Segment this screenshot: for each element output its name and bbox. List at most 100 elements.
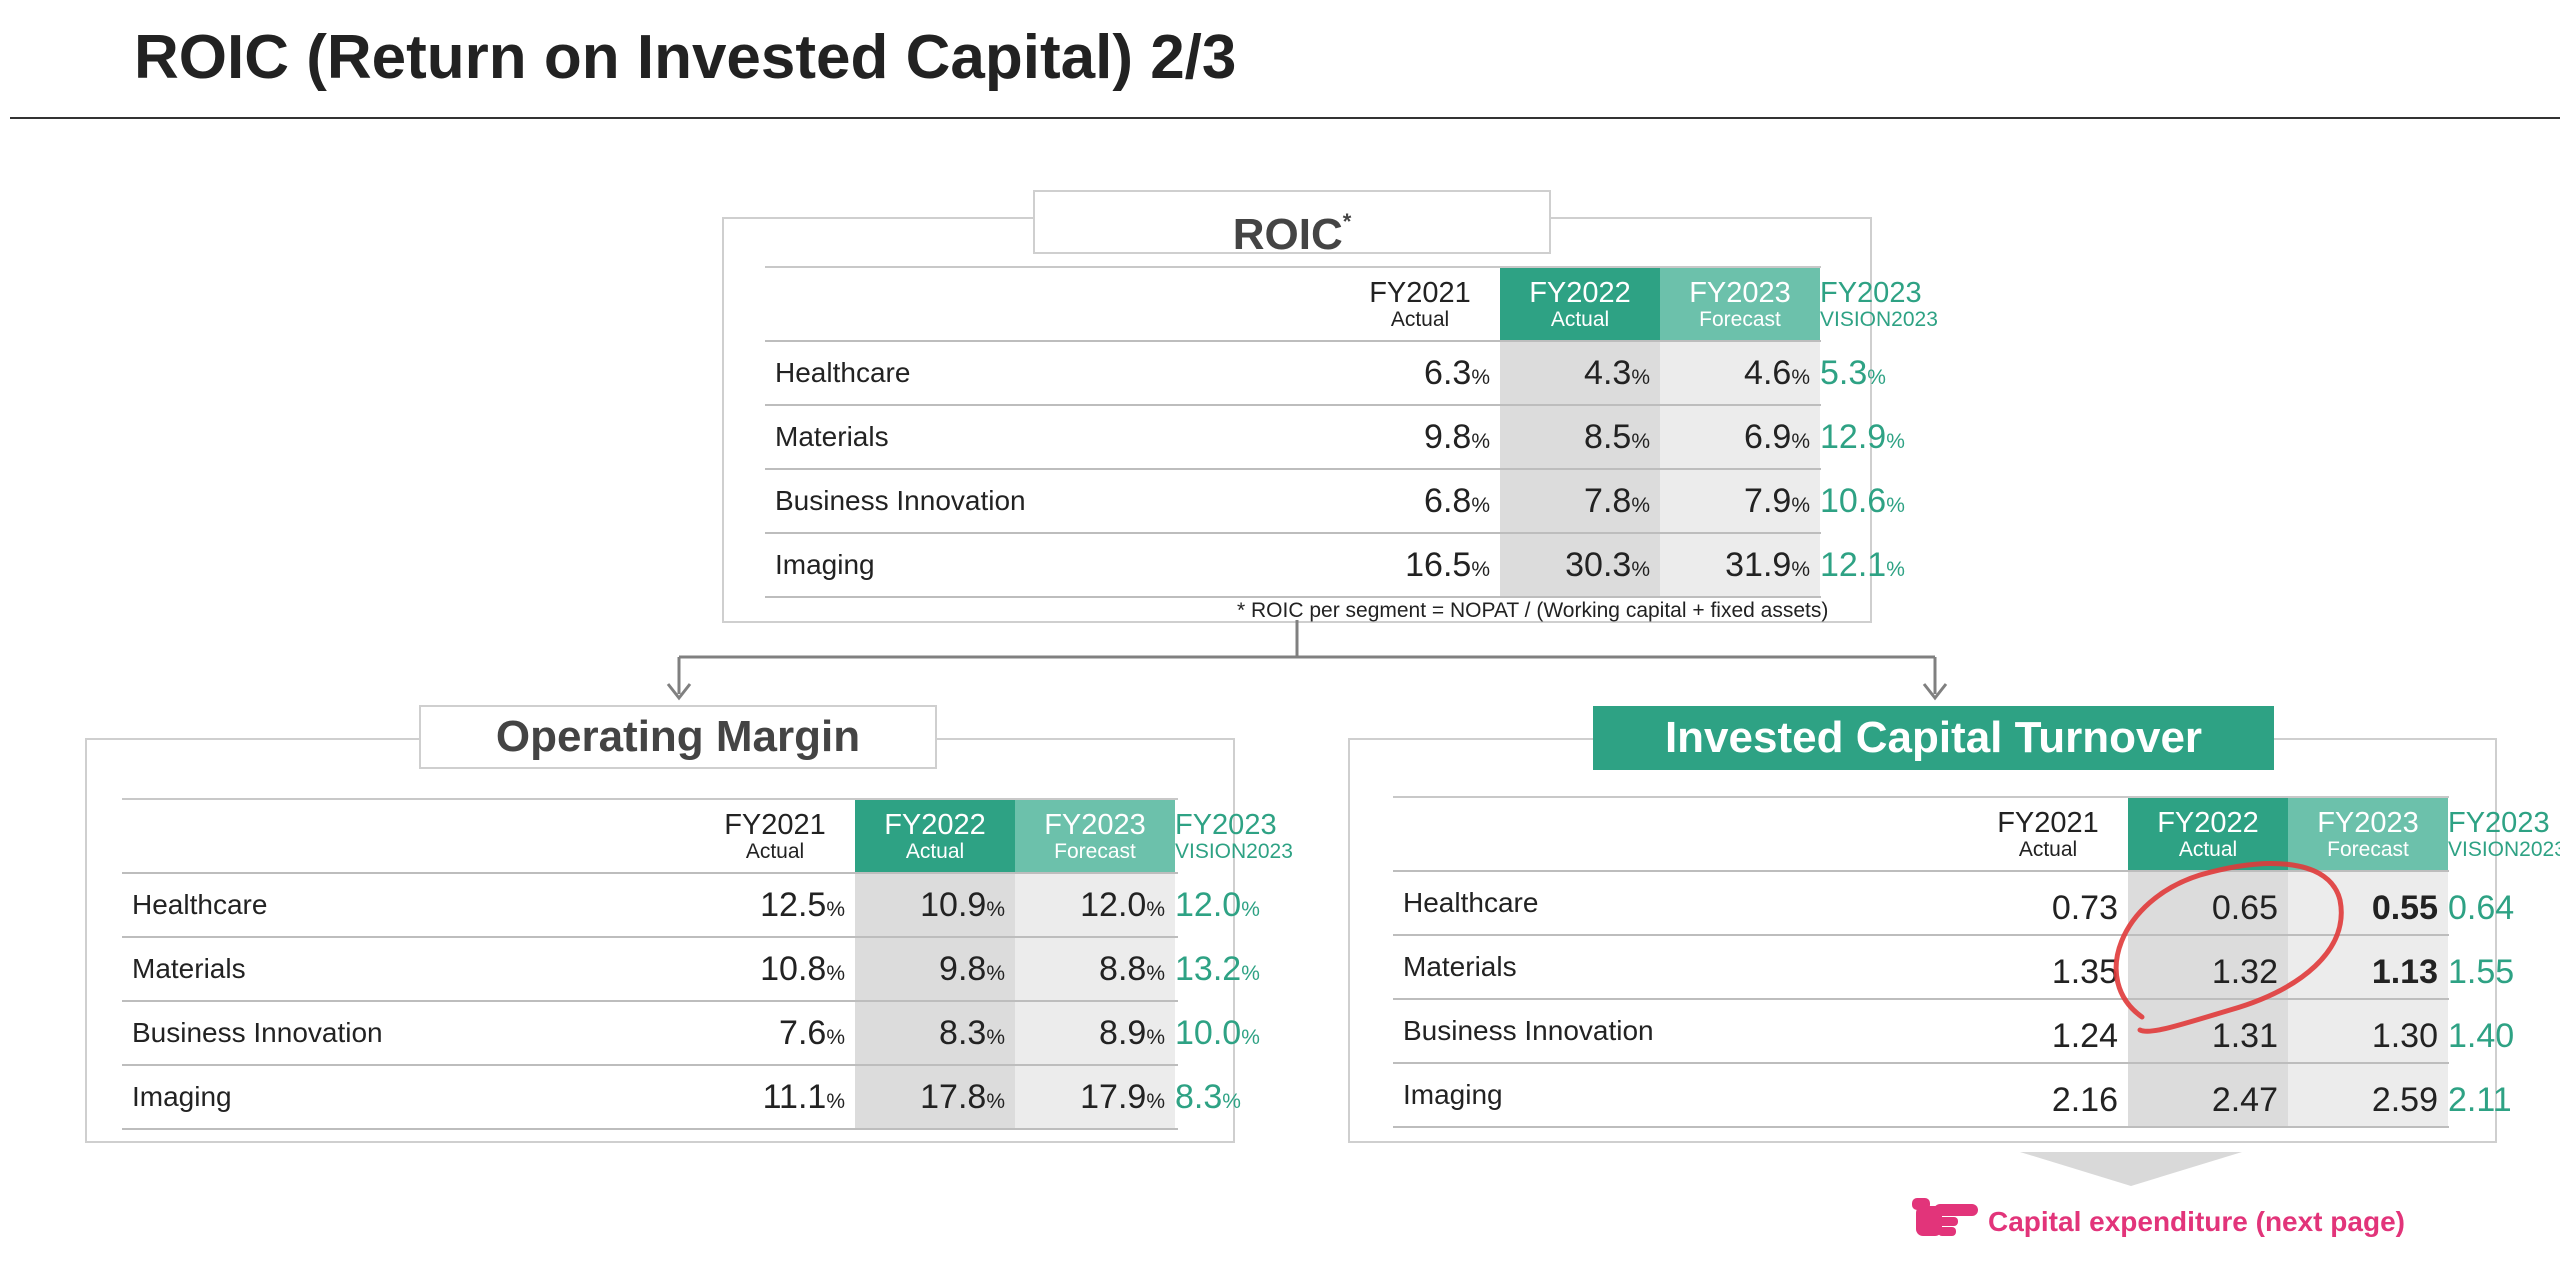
table-row: Imaging 11.1% 17.8% 17.9% 8.3% (122, 1065, 1241, 1130)
page-title: ROIC (Return on Invested Capital) 2/3 (134, 23, 1237, 92)
column-year: FY2022 (2157, 807, 2259, 839)
value-cell: 1.32 (2128, 935, 2288, 1000)
unit-suffix: % (826, 1026, 845, 1049)
unit-suffix: % (1631, 366, 1650, 389)
value-number: 10.6 (1820, 482, 1887, 520)
value-number: 12.1 (1820, 546, 1887, 584)
segment-label: Business Innovation (122, 1001, 695, 1066)
column-year: FY2021 (1997, 807, 2099, 839)
value-cell: 31.9% (1660, 533, 1820, 598)
value-cell: 12.9% (1820, 405, 1905, 470)
table-row: Business Innovation 7.6% 8.3% 8.9% 10.0% (122, 1001, 1260, 1066)
column-subtitle: Forecast (1054, 840, 1136, 863)
unit-suffix: % (1146, 1026, 1165, 1049)
table-row: Healthcare 6.3% 4.3% 4.6% 5.3% (765, 341, 1886, 406)
capital-expenditure-link[interactable]: Capital expenditure (next page) (1988, 1206, 2405, 1237)
column-subtitle: Forecast (2327, 838, 2409, 861)
table-row: Healthcare 0.73 0.65 0.55 0.64 (1393, 871, 2514, 936)
value-number: 8.9 (1099, 1014, 1147, 1052)
roic-caption: ROIC* (1033, 190, 1551, 259)
unit-suffix: % (1867, 366, 1886, 389)
invested-capital-turnover-caption: Invested Capital Turnover (1593, 706, 2274, 770)
unit-suffix: % (1886, 430, 1905, 453)
invested-capital-turnover-table: FY2021 Actual FY2022 Actual FY2023 Forecast FY… (1393, 796, 2560, 1128)
value-number: 0.55 (2371, 889, 2438, 927)
unit-suffix: % (1791, 558, 1810, 581)
unit-suffix: % (1631, 430, 1650, 453)
operating-margin-caption: Operating Margin (419, 705, 937, 769)
value-number: 10.9 (920, 886, 987, 924)
value-cell: 12.0% (1015, 873, 1175, 938)
value-number: 13.2 (1175, 950, 1242, 988)
value-cell: 1.24 (1968, 999, 2128, 1064)
column-header: FY2023 Forecast (2288, 796, 2448, 872)
column-subtitle: Actual (1550, 308, 1610, 331)
value-cell: 0.73 (1968, 871, 2128, 936)
table-row: Imaging 16.5% 30.3% 31.9% 12.1% (765, 533, 1905, 598)
column-year: FY2021 (724, 809, 826, 841)
value-number: 7.6 (779, 1014, 827, 1052)
column-year: FY2022 (1529, 277, 1631, 309)
value-cell: 2.47 (2128, 1063, 2288, 1128)
table-row: Healthcare 12.5% 10.9% 12.0% 12.0% (122, 873, 1260, 938)
segment-label: Healthcare (122, 873, 695, 938)
highlight-circle (2113, 861, 2344, 1034)
value-cell: 6.3% (1340, 341, 1500, 406)
value-cell: 8.5% (1500, 405, 1660, 470)
value-cell: 12.1% (1820, 533, 1905, 598)
unit-suffix: % (1631, 558, 1650, 581)
value-number: 17.9 (1080, 1078, 1147, 1116)
value-number: 10.8 (760, 950, 827, 988)
segment-label: Materials (1393, 935, 1968, 1000)
unit-suffix: % (1886, 494, 1905, 517)
value-number: 12.5 (760, 886, 827, 924)
segment-label: Materials (765, 405, 1340, 470)
table-row: Materials 10.8% 9.8% 8.8% 13.2% (122, 937, 1260, 1002)
value-number: 1.13 (2371, 953, 2438, 991)
unit-suffix: % (986, 1026, 1005, 1049)
value-number: 6.3 (1424, 354, 1472, 392)
unit-suffix: % (1886, 558, 1905, 581)
value-number: 9.8 (1424, 418, 1472, 456)
value-number: 6.8 (1424, 482, 1472, 520)
segment-label: Imaging (122, 1065, 695, 1130)
value-cell: 12.5% (695, 873, 855, 938)
unit-suffix: % (1241, 898, 1260, 921)
value-number: 2.59 (2371, 1081, 2438, 1119)
value-number: 8.8 (1099, 950, 1147, 988)
header-blank (1393, 796, 1968, 872)
value-number: 16.5 (1405, 546, 1472, 584)
unit-suffix: % (986, 962, 1005, 985)
segment-label: Imaging (765, 533, 1340, 598)
value-number: 0.73 (2051, 889, 2118, 927)
value-cell: 10.9% (855, 873, 1015, 938)
value-number: 6.9 (1744, 418, 1792, 456)
unit-suffix: % (1471, 366, 1490, 389)
column-header: FY2021 Actual (1968, 796, 2128, 872)
table-row: Imaging 2.16 2.47 2.59 2.11 (1393, 1063, 2512, 1128)
column-header: FY2023 Forecast (1660, 266, 1820, 342)
value-cell: 10.8% (695, 937, 855, 1002)
column-year: FY2021 (1369, 277, 1471, 309)
value-cell: 8.8% (1015, 937, 1175, 1002)
value-cell: 0.55 (2288, 871, 2448, 936)
column-header: FY2021 Actual (1340, 266, 1500, 342)
value-number: 1.32 (2211, 953, 2278, 991)
column-header: FY2022 Actual (2128, 796, 2288, 872)
column-subtitle: Actual (1390, 308, 1450, 331)
table-row: Business Innovation 1.24 1.31 1.30 1.40 (1393, 999, 2514, 1064)
header-blank (122, 798, 695, 874)
value-cell: 9.8% (1340, 405, 1500, 470)
value-number: 2.16 (2051, 1081, 2118, 1119)
column-subtitle: Actual (905, 840, 965, 863)
value-cell: 8.9% (1015, 1001, 1175, 1066)
column-subtitle: Forecast (1699, 308, 1781, 331)
value-number: 4.3 (1584, 354, 1632, 392)
value-number: 1.55 (2448, 953, 2515, 991)
value-cell: 8.3% (855, 1001, 1015, 1066)
value-cell: 1.31 (2128, 999, 2288, 1064)
value-number: 1.30 (2371, 1017, 2438, 1055)
value-number: 12.0 (1080, 886, 1147, 924)
value-cell: 12.0% (1175, 873, 1260, 938)
column-subtitle: Actual (2178, 838, 2238, 861)
